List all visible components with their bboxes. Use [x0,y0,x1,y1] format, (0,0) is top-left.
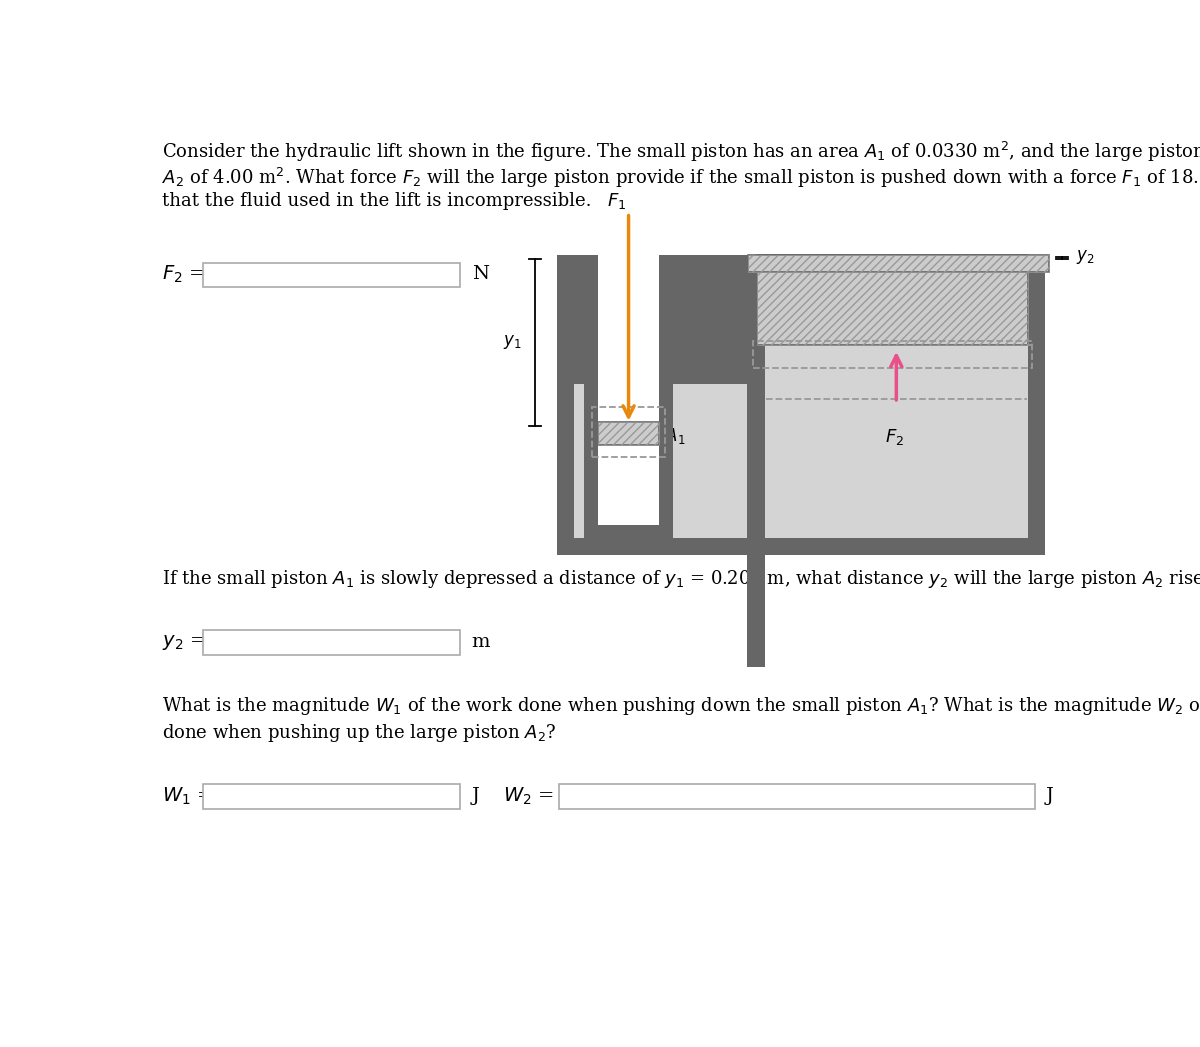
Bar [746,383,764,667]
Bar [598,422,659,445]
Bar [574,255,584,383]
Text: $F_2$ =: $F_2$ = [162,264,204,285]
Bar [598,383,659,525]
Bar [592,406,665,456]
Bar [1028,255,1045,346]
Text: What is the magnitude $W_1$ of the work done when pushing down the small piston : What is the magnitude $W_1$ of the work … [162,695,1200,717]
Text: $W_1$ =: $W_1$ = [162,785,212,807]
Bar [203,263,460,287]
Bar [764,383,1028,538]
Text: $A_1$: $A_1$ [665,426,686,446]
Bar [584,383,598,538]
Bar [598,422,659,445]
Bar [659,383,673,538]
Text: N: N [472,265,488,284]
Bar [598,255,659,387]
Bar [557,255,574,555]
Bar [203,784,460,808]
Text: If the small piston $A_1$ is slowly depressed a distance of $y_1$ = 0.200 m, wha: If the small piston $A_1$ is slowly depr… [162,569,1200,591]
Bar [748,255,1049,272]
Bar [752,341,1032,369]
Bar [203,630,460,654]
Bar [748,255,1049,272]
Bar [598,445,659,525]
Text: $y_2$: $y_2$ [1076,248,1094,266]
Text: $F_2$: $F_2$ [884,427,904,447]
Text: Consider the hydraulic lift shown in the figure. The small piston has an area $A: Consider the hydraulic lift shown in the… [162,139,1200,163]
Text: that the fluid used in the lift is incompressible.: that the fluid used in the lift is incom… [162,192,592,209]
Text: $F_1$: $F_1$ [607,192,626,211]
Bar [757,255,1028,346]
Text: done when pushing up the large piston $A_2$?: done when pushing up the large piston $A… [162,722,556,744]
Bar [584,255,764,383]
Text: $y_2$ =: $y_2$ = [162,632,205,652]
Text: $A_2$: $A_2$ [712,349,732,369]
Text: $y_1$: $y_1$ [503,333,521,351]
Text: $A_2$ of 4.00 m$^2$. What force $F_2$ will the large piston provide if the small: $A_2$ of 4.00 m$^2$. What force $F_2$ wi… [162,165,1200,190]
Text: m: m [472,633,490,651]
Bar [584,525,673,538]
Bar [559,784,1036,808]
Text: J: J [1045,787,1054,805]
Bar [557,538,1045,555]
Text: $W_2$ =: $W_2$ = [503,785,553,807]
Bar [757,255,1028,346]
Bar [574,255,1028,538]
Text: J: J [472,787,480,805]
Bar [1028,255,1045,555]
